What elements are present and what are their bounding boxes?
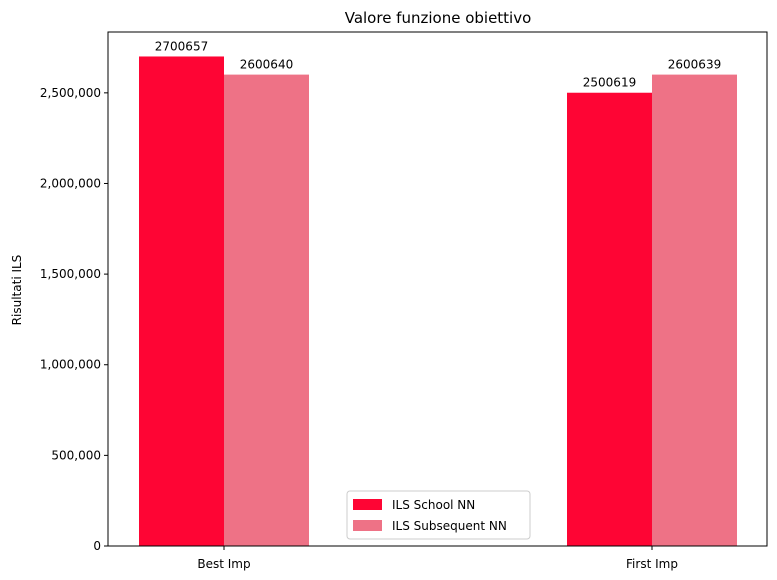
legend-label: ILS Subsequent NN [392,519,507,533]
y-tick-label: 500,000 [51,448,101,462]
x-tick-label: First Imp [626,557,678,571]
bars-group [139,56,737,547]
bar-value-label: 2600639 [668,58,721,72]
y-tick-label: 1,000,000 [40,358,101,372]
legend-label: ILS School NN [392,498,475,512]
bar [224,74,309,546]
bar [652,74,737,546]
y-axis-ticks: 0 500,000 1,000,000 1,500,000 2,000,000 2,500… [40,86,108,553]
x-axis-ticks: Best Imp First Imp [197,546,678,571]
plot-frame [107,31,768,547]
bar-value-label: 2600640 [240,58,293,72]
bar-value-label: 2500619 [583,76,636,90]
y-tick-label: 2,500,000 [40,86,101,100]
y-tick-label: 0 [93,539,101,553]
bar [567,92,652,547]
y-tick-label: 2,000,000 [40,176,101,190]
bar-value-label: 2700657 [155,39,208,53]
y-tick-label: 1,500,000 [40,267,101,281]
chart-title: Valore funzione obiettivo [345,9,532,27]
x-tick-label: Best Imp [197,557,250,571]
legend-swatch [353,499,382,510]
legend: ILS School NN ILS Subsequent NN [346,490,531,540]
bar-value-labels: 2700657 2600640 2500619 2600639 [155,39,721,89]
y-axis-label: Risultati ILS [10,255,24,326]
legend-box [346,490,531,540]
legend-swatch [353,520,382,531]
bar [139,56,224,546]
